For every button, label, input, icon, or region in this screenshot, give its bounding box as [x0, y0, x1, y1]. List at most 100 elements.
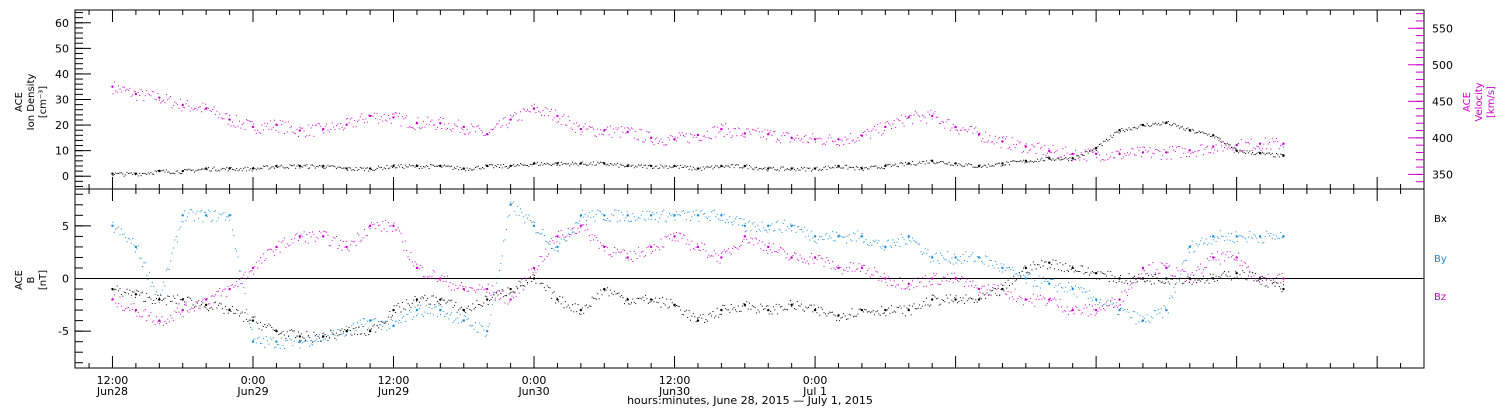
- velocity-sample: [673, 139, 675, 141]
- density-sample: [781, 166, 783, 168]
- density-sample: [628, 163, 630, 165]
- bz-sample: [1038, 298, 1040, 300]
- bx-sample: [1065, 263, 1067, 265]
- bx-sample: [137, 291, 139, 293]
- bz-sample: [479, 284, 481, 286]
- by-sample: [885, 247, 887, 249]
- time-tick-label: 0:00: [241, 374, 266, 387]
- bz-sample: [392, 230, 394, 232]
- bx-sample: [112, 289, 114, 291]
- bx-sample: [245, 318, 247, 320]
- bz-sample: [900, 288, 902, 290]
- bx-sample: [328, 336, 330, 338]
- velocity-sample: [964, 129, 966, 131]
- bz-sample: [796, 258, 798, 260]
- by-sample: [847, 235, 849, 237]
- bz-sample: [355, 244, 357, 246]
- bx-sample: [1238, 278, 1240, 280]
- density-sample: [1082, 154, 1084, 156]
- density-sample: [1059, 159, 1061, 161]
- bx-sample: [618, 292, 620, 294]
- velocity-point: [743, 132, 747, 135]
- density-sample: [274, 167, 276, 169]
- by-sample: [1087, 298, 1089, 300]
- density-sample: [1174, 123, 1176, 125]
- by-sample: [342, 332, 344, 334]
- velocity-sample: [1101, 158, 1103, 160]
- bz-sample: [639, 255, 641, 257]
- bz-sample: [160, 321, 162, 323]
- bz-point: [977, 287, 981, 291]
- velocity-sample: [244, 129, 246, 131]
- velocity-sample: [299, 126, 301, 128]
- bz-sample: [170, 314, 172, 316]
- by-sample: [1235, 231, 1237, 233]
- density-sample: [667, 167, 669, 169]
- bx-point: [181, 298, 184, 301]
- density-sample: [626, 164, 628, 166]
- density-sample: [593, 161, 595, 163]
- by-sample: [299, 347, 301, 349]
- velocity-sample: [260, 132, 262, 134]
- velocity-sample: [307, 124, 309, 126]
- by-sample: [1202, 243, 1204, 245]
- density-sample: [760, 167, 762, 169]
- bx-sample: [1212, 273, 1214, 275]
- bz-sample: [1238, 252, 1240, 254]
- bx-sample: [663, 302, 665, 304]
- density-sample: [340, 166, 342, 168]
- by-sample: [732, 224, 734, 226]
- bz-sample: [399, 230, 401, 232]
- bz-sample: [319, 230, 321, 232]
- velocity-sample: [643, 141, 645, 143]
- density-sample: [130, 172, 132, 174]
- density-sample: [258, 168, 260, 170]
- bx-sample: [1243, 271, 1245, 273]
- velocity-point: [462, 125, 465, 129]
- density-sample: [990, 165, 992, 167]
- by-sample: [680, 215, 682, 217]
- by-sample: [165, 269, 167, 271]
- density-sample: [288, 167, 290, 169]
- bz-sample: [591, 234, 593, 236]
- velocity-sample: [444, 123, 446, 125]
- bx-sample: [764, 308, 766, 310]
- density-sample: [874, 165, 876, 167]
- bx-sample: [895, 311, 897, 313]
- bx-sample: [1068, 270, 1070, 272]
- bz-sample: [1053, 297, 1055, 299]
- density-sample: [1127, 129, 1129, 131]
- bz-sample: [535, 271, 537, 273]
- density-sample: [819, 168, 821, 170]
- density-sample: [549, 164, 551, 166]
- density-sample: [261, 167, 263, 169]
- density-point: [251, 167, 255, 170]
- bz-sample: [347, 248, 349, 250]
- by-sample: [1205, 238, 1207, 240]
- by-point: [790, 224, 793, 228]
- bz-sample: [1008, 297, 1010, 299]
- bz-sample: [612, 252, 614, 254]
- bx-sample: [1236, 276, 1238, 278]
- by-sample: [404, 320, 406, 322]
- by-sample: [451, 312, 453, 314]
- density-sample: [556, 165, 558, 167]
- bz-sample: [375, 228, 377, 230]
- by-sample: [560, 238, 562, 240]
- by-sample: [199, 211, 201, 213]
- bz-sample: [1055, 299, 1057, 301]
- by-sample: [150, 285, 152, 287]
- velocity-sample: [674, 136, 676, 138]
- bx-sample: [231, 306, 233, 308]
- bz-sample: [1245, 262, 1247, 264]
- by-sample: [477, 331, 479, 333]
- velocity-sample: [691, 134, 693, 136]
- bx-sample: [1194, 278, 1196, 280]
- by-sample: [640, 214, 642, 216]
- density-sample: [188, 168, 190, 170]
- bx-sample: [515, 286, 517, 288]
- velocity-sample: [205, 103, 207, 105]
- velocity-sample: [722, 125, 724, 127]
- velocity-sample: [692, 136, 694, 138]
- bz-sample: [541, 256, 543, 258]
